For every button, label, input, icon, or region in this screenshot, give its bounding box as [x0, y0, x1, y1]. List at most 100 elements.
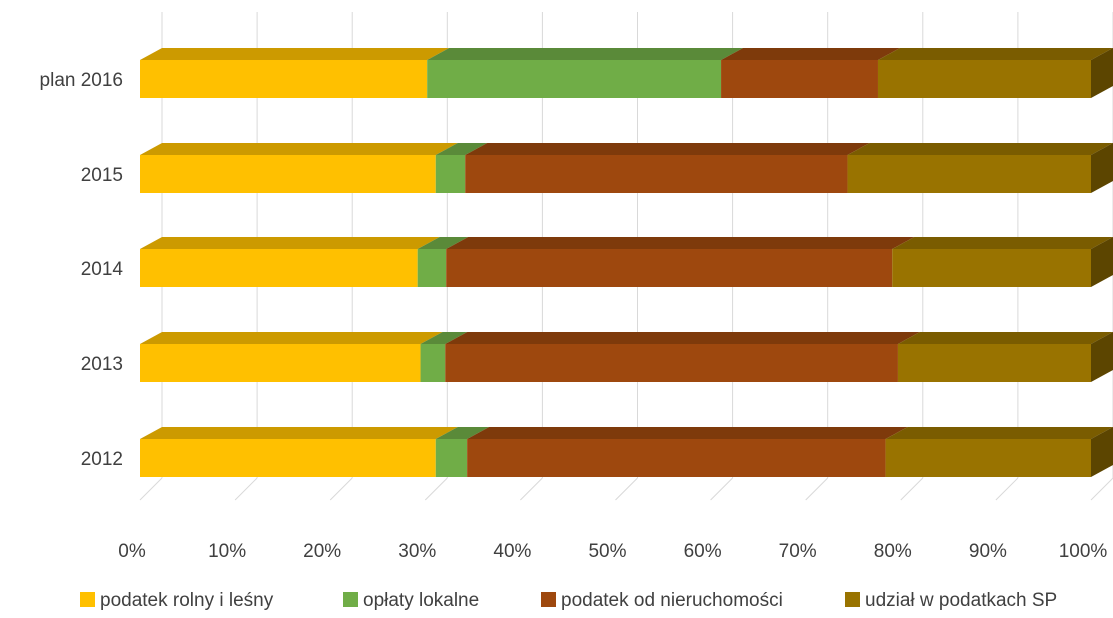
bar-segment: [435, 143, 488, 193]
bar-segment: [427, 48, 744, 98]
bar-top-face: [445, 332, 920, 344]
bar: [445, 344, 898, 382]
x-tick-label: 20%: [303, 541, 341, 562]
x-tick-label: 60%: [684, 541, 722, 562]
legend-swatch: [343, 592, 358, 607]
bar: [721, 60, 878, 98]
bar-top-face: [140, 332, 443, 344]
bar-top-face: [420, 332, 468, 344]
bar-top-face: [847, 143, 1113, 155]
bar: [140, 439, 436, 477]
bar-top-face: [435, 427, 490, 439]
bar-top-face: [140, 237, 440, 249]
floor-gridline: [1090, 477, 1113, 501]
category-label: 2014: [81, 259, 124, 280]
category-label: 2015: [81, 165, 123, 186]
floor-gridline: [900, 477, 924, 501]
bar-segment: [446, 237, 915, 287]
bar-segment: [140, 143, 458, 193]
bar-segment: [467, 427, 908, 477]
bar: [877, 60, 1091, 98]
bar: [847, 155, 1091, 193]
bar-side-face: [1091, 237, 1113, 287]
x-tick-label: 70%: [779, 541, 817, 562]
bar-segment: [721, 48, 900, 98]
bar-segment: [420, 332, 468, 382]
floor-gridline: [424, 477, 448, 501]
bar-top-face: [446, 237, 915, 249]
bar: [140, 155, 436, 193]
bar-side-face: [1091, 143, 1113, 193]
bar: [435, 439, 468, 477]
legend-label: podatek rolny i leśny: [100, 590, 274, 611]
legend-swatch: [541, 592, 556, 607]
x-tick-label: 100%: [1059, 541, 1108, 562]
bar-side-face: [1091, 332, 1113, 382]
bar-top-face: [140, 48, 450, 60]
legend-label: podatek od nieruchomości: [561, 590, 783, 611]
x-tick-label: 90%: [969, 541, 1007, 562]
bar-segment: [885, 427, 1113, 477]
bar-top-face: [465, 143, 870, 155]
x-tick-label: 40%: [493, 541, 531, 562]
bar: [140, 344, 421, 382]
floor-gridline: [710, 477, 733, 501]
floor-gridline: [615, 477, 638, 501]
bar-top-face: [140, 143, 458, 155]
bar: [435, 155, 466, 193]
bar-side-face: [1091, 48, 1113, 98]
x-tick-label: 10%: [208, 541, 246, 562]
x-tick-label: 30%: [398, 541, 436, 562]
bar: [427, 60, 722, 98]
bar: [892, 249, 1091, 287]
floor-gridline: [805, 477, 829, 501]
bar-top-face: [897, 332, 1113, 344]
bar: [467, 439, 886, 477]
bar-segment: [892, 237, 1113, 287]
floor-gridline: [139, 477, 163, 501]
category-label: plan 2016: [40, 70, 123, 91]
legend-swatch: [845, 592, 860, 607]
bar-segment: [140, 237, 440, 287]
bar-top-face: [467, 427, 908, 439]
bar: [897, 344, 1091, 382]
bars: [140, 48, 1113, 477]
bar-segment: [417, 237, 469, 287]
legend-item: podatek rolny i leśny: [80, 590, 274, 611]
bar: [140, 249, 418, 287]
bar: [420, 344, 446, 382]
bar-top-face: [892, 237, 1113, 249]
bar: [140, 60, 428, 98]
bar: [417, 249, 447, 287]
bar-side-face: [1091, 427, 1113, 477]
floor-gridline: [995, 477, 1019, 501]
bar: [885, 439, 1091, 477]
bar-segment: [847, 143, 1113, 193]
bar-segment: [435, 427, 490, 477]
floor-gridline: [520, 477, 543, 501]
x-tick-label: 50%: [588, 541, 626, 562]
x-tick-label: 80%: [874, 541, 912, 562]
bar-segment: [465, 143, 870, 193]
bar-top-face: [427, 48, 744, 60]
x-tick-label: 0%: [118, 541, 146, 562]
bar-top-face: [885, 427, 1113, 439]
legend: podatek rolny i leśny opłaty lokalne podat…: [80, 590, 1057, 611]
bar-segment: [897, 332, 1113, 382]
legend-label: opłaty lokalne: [363, 590, 479, 611]
floor-gridline: [234, 477, 258, 501]
bar: [446, 249, 893, 287]
bar-top-face: [417, 237, 469, 249]
bar: [465, 155, 848, 193]
legend-item: udział w podatkach SP: [845, 590, 1057, 611]
bar-top-face: [877, 48, 1113, 60]
legend-item: podatek od nieruchomości: [541, 590, 783, 611]
bar-segment: [445, 332, 920, 382]
floor-gridline: [329, 477, 353, 501]
category-label: 2012: [81, 449, 123, 470]
legend-swatch: [80, 592, 95, 607]
bar-segment: [140, 427, 458, 477]
legend-label: udział w podatkach SP: [865, 590, 1057, 611]
